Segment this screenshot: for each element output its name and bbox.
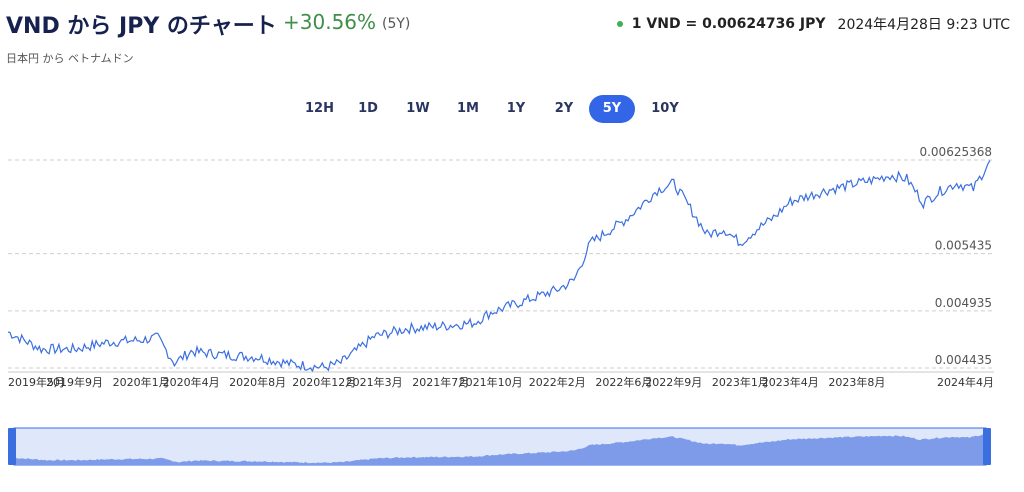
page-title: VND から JPY のチャート [6,14,277,39]
rate-line [7,160,991,373]
live-dot-icon [616,21,623,27]
x-tick-label: 2021年7月 [412,375,469,389]
navigator-window[interactable] [13,427,987,466]
tab-1d[interactable]: 1D [358,101,378,116]
y-tick-label: 0.005435 [935,239,992,253]
pair-subtitle: 日本円 から ベトナムドン [6,52,134,65]
y-tick-label: 0.004935 [935,296,992,310]
x-tick-label: 2023年8月 [828,375,885,389]
navigator-right-handle[interactable] [983,428,991,465]
navigator-left-handle[interactable] [8,428,16,465]
x-tick-label: 2021年10月 [459,375,523,389]
x-tick-label: 2019年9月 [46,375,103,389]
x-tick-label: 2022年9月 [645,375,702,389]
navigator-area [14,433,986,465]
tab-5y[interactable]: 5Y [589,95,635,123]
x-tick-label: 2021年3月 [346,375,403,389]
x-tick-label: 2020年12月 [292,375,356,389]
y-tick-label: 0.00625368 [919,145,992,159]
live-rate: 1 VND = 0.00624736 JPY 2024年4月28日 9:23 U… [616,14,1010,34]
x-tick-label: 2023年4月 [762,375,819,389]
tab-12h[interactable]: 12H [305,101,334,116]
period-tabs: 12H 1D 1W 1M 1Y 2Y 5Y 10Y [296,95,695,123]
tab-10y[interactable]: 10Y [651,101,679,116]
y-axis-labels: 0.00625368 0.005435 0.004935 0.004435 [919,145,992,367]
period-label: (5Y) [382,16,411,32]
tab-1m[interactable]: 1M [457,101,479,116]
range-navigator[interactable] [8,427,991,466]
x-tick-label: 2023年1月 [712,375,769,389]
x-tick-label: 2020年4月 [163,375,220,389]
grid-lines [8,159,994,369]
x-tick-label: 2022年2月 [529,375,586,389]
change-percent: +30.56% [283,10,377,34]
x-tick-label: 2020年1月 [113,375,170,389]
x-tick-label: 2020年8月 [229,375,286,389]
x-tick-label: 2019年5月 [8,375,65,389]
x-tick-label: 2024年4月 [937,375,994,389]
rate-value: 1 VND = 0.00624736 JPY [631,16,826,32]
tab-1y[interactable]: 1Y [506,101,526,116]
tab-2y[interactable]: 2Y [554,101,574,116]
x-tick-label: 2022年6月 [595,375,652,389]
rate-timestamp: 2024年4月28日 9:23 UTC [837,17,1010,33]
tab-1w[interactable]: 1W [406,101,430,116]
y-tick-label: 0.004435 [935,353,992,367]
